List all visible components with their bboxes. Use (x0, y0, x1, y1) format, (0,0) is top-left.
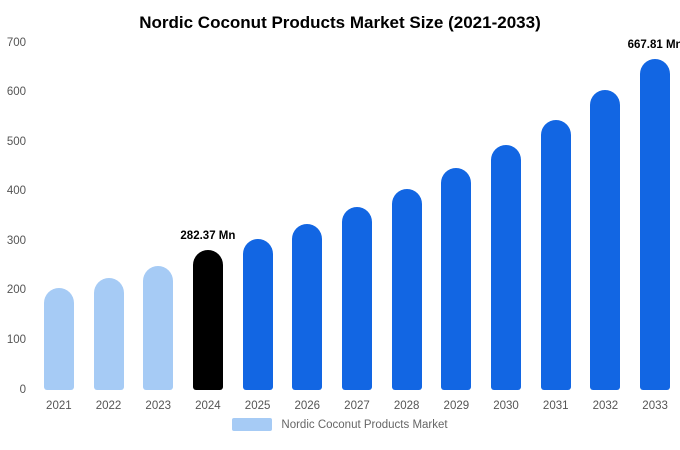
y-axis-tick: 700 (6, 36, 26, 49)
bar-column: 2031 (539, 43, 573, 412)
bar-2027 (341, 206, 372, 390)
x-axis-label: 2027 (344, 400, 370, 412)
bar-column: 2025 (241, 43, 275, 412)
y-axis-tick: 100 (6, 333, 26, 346)
x-axis-label: 2028 (393, 400, 420, 412)
chart-title: Nordic Coconut Products Market Size (202… (139, 13, 541, 32)
bar-column: 282.37 Mn 2024 (180, 43, 235, 412)
bar-2032 (590, 90, 621, 390)
bar-value-label: 667.81 Mn (627, 38, 680, 51)
x-axis-label: 2029 (443, 400, 470, 412)
y-axis-tick: 300 (6, 234, 26, 247)
x-axis-label: 2024 (195, 400, 221, 412)
bar-column: 2026 (290, 43, 324, 412)
bar-2023 (143, 266, 174, 390)
bar-column: 2029 (439, 43, 473, 412)
bar-column: 2022 (92, 43, 126, 412)
x-axis-label: 2030 (493, 400, 519, 412)
y-axis-tick: 400 (6, 185, 26, 198)
bar-2025 (242, 238, 273, 390)
y-axis-tick: 200 (6, 284, 26, 297)
y-axis-tick: 600 (6, 86, 26, 99)
bar-value-label: 282.37 Mn (180, 230, 236, 243)
chart-area: 0 100 200 300 400 500 600 700 2021 2022 2023 282.3… (0, 37, 680, 413)
bar-column: 667.81 Mn 2033 (628, 39, 680, 412)
legend-swatch-icon (232, 418, 273, 431)
legend: Nordic Coconut Products Market (0, 418, 680, 431)
bar-column: 2027 (340, 43, 374, 412)
x-axis-label: 2033 (642, 400, 668, 412)
bar-2029 (441, 167, 472, 390)
x-axis-label: 2025 (244, 400, 271, 412)
legend-label: Nordic Coconut Products Market (281, 418, 448, 431)
bar-2021 (43, 288, 74, 390)
x-axis-label: 2026 (294, 400, 321, 412)
bar-column: 2023 (141, 43, 175, 412)
bar-column: 2032 (588, 43, 622, 412)
x-axis-label: 2021 (46, 400, 72, 412)
bar-2024 (192, 250, 223, 390)
plot-area: 2021 2022 2023 282.37 Mn 2024 2025 2026 2027 202… (34, 39, 680, 412)
x-axis-label: 2032 (592, 400, 619, 412)
bar-2022 (93, 278, 124, 390)
bar-column: 2030 (489, 43, 523, 412)
bar-2030 (491, 144, 522, 390)
y-axis: 0 100 200 300 400 500 600 700 (0, 37, 34, 396)
bar-2031 (540, 119, 571, 390)
x-axis-label: 2031 (542, 400, 569, 412)
x-axis-label: 2022 (95, 400, 122, 412)
bar-2033 (640, 58, 671, 390)
y-axis-tick: 0 (19, 383, 26, 396)
bar-column: 2028 (390, 43, 424, 412)
x-axis-label: 2023 (145, 400, 172, 412)
y-axis-tick: 500 (6, 135, 26, 148)
bar-2026 (292, 223, 323, 390)
bar-column: 2021 (42, 43, 76, 412)
bar-2028 (391, 189, 422, 390)
